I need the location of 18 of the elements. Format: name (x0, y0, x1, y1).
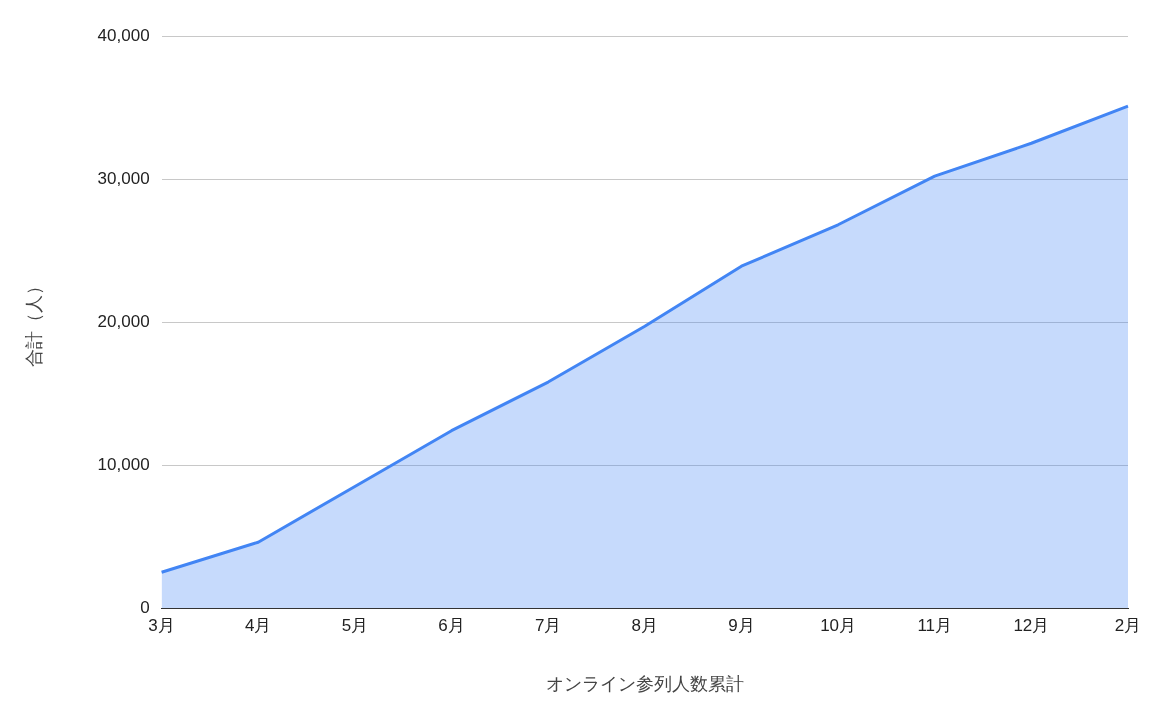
x-tick-label: 5月 (341, 615, 369, 635)
y-tick-label: 20,000 (97, 311, 150, 331)
y-tick-label: 30,000 (97, 168, 150, 188)
x-tick-label: 9月 (728, 615, 755, 635)
x-tick-label: 3月 (148, 615, 175, 635)
x-tick-label: 11月 (917, 615, 953, 635)
x-tick-label: 8月 (631, 615, 659, 635)
x-tick-label: 4月 (245, 615, 272, 635)
x-tick-label: 2月 (1114, 615, 1142, 635)
x-axis-title: オンライン参列人数累計 (545, 674, 744, 695)
x-tick-label: 12月 (1013, 615, 1050, 635)
y-axis-title: 合計（人） (23, 277, 44, 367)
x-tick-label: 7月 (534, 615, 562, 635)
x-tick-label: 6月 (438, 615, 465, 635)
x-tick-label: 10月 (820, 615, 857, 635)
y-tick-label: 10,000 (97, 454, 150, 474)
y-tick-label: 40,000 (97, 25, 150, 45)
y-tick-label: 0 (140, 597, 150, 617)
